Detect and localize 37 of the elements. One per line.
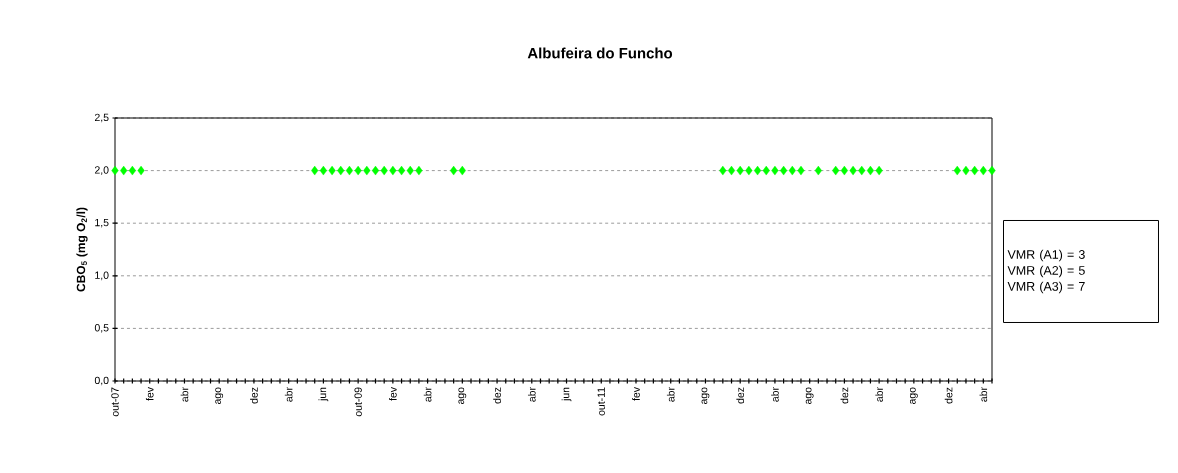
x-tick-label: out-07 (111, 387, 119, 417)
x-tick-label: ago (805, 387, 814, 405)
x-tick-label: abr (979, 387, 988, 402)
x-tick-label: ago (215, 387, 224, 405)
x-tick-label: abr (771, 387, 779, 402)
x-tick-label: abr (666, 387, 675, 402)
x-tick-label: dez (493, 387, 501, 404)
x-tick-label: out-11 (597, 387, 605, 416)
x-tick-label: abr (284, 387, 293, 402)
x-tick-label: fev (632, 387, 640, 401)
x-tick-label: ago (701, 387, 710, 405)
x-tick-label: out-09 (354, 387, 362, 417)
text: VMR (A2) = 5 (1007, 265, 1085, 278)
x-tick-label: dez (944, 387, 953, 404)
y-tick-label: 0,5 (94, 324, 109, 333)
x-tick-label: abr (423, 387, 432, 402)
x-tick-label: abr (875, 387, 883, 402)
text: VMR (A1) = 3 (1007, 249, 1085, 262)
x-tick-label: fev (389, 387, 397, 401)
x-tick-label: dez (250, 387, 258, 404)
x-tick-label: abr (180, 387, 189, 402)
y-tick-label: 1,0 (95, 271, 109, 281)
x-tick-label: dez (840, 387, 849, 404)
y-tick-label: 0,0 (94, 376, 109, 386)
y-tick-label: 2,0 (94, 166, 109, 175)
x-tick-label: ago (458, 387, 467, 405)
x-tick-label: dez (736, 387, 745, 404)
text: CBO$_{5}$ (mg O$_{2}$/l) (76, 207, 88, 292)
x-tick-label: jun (318, 387, 329, 402)
x-tick-label: fev (145, 387, 154, 401)
y-tick-label: 2,5 (94, 113, 109, 123)
x-tick-label: jun (561, 387, 572, 402)
y-tick-label: 1,5 (95, 218, 109, 228)
x-tick-label: abr (527, 387, 536, 402)
chart-title: Albufeira do Funcho (527, 47, 673, 59)
text: VMR (A3) = 7 (1007, 281, 1085, 294)
x-tick-label: ago (909, 387, 918, 405)
